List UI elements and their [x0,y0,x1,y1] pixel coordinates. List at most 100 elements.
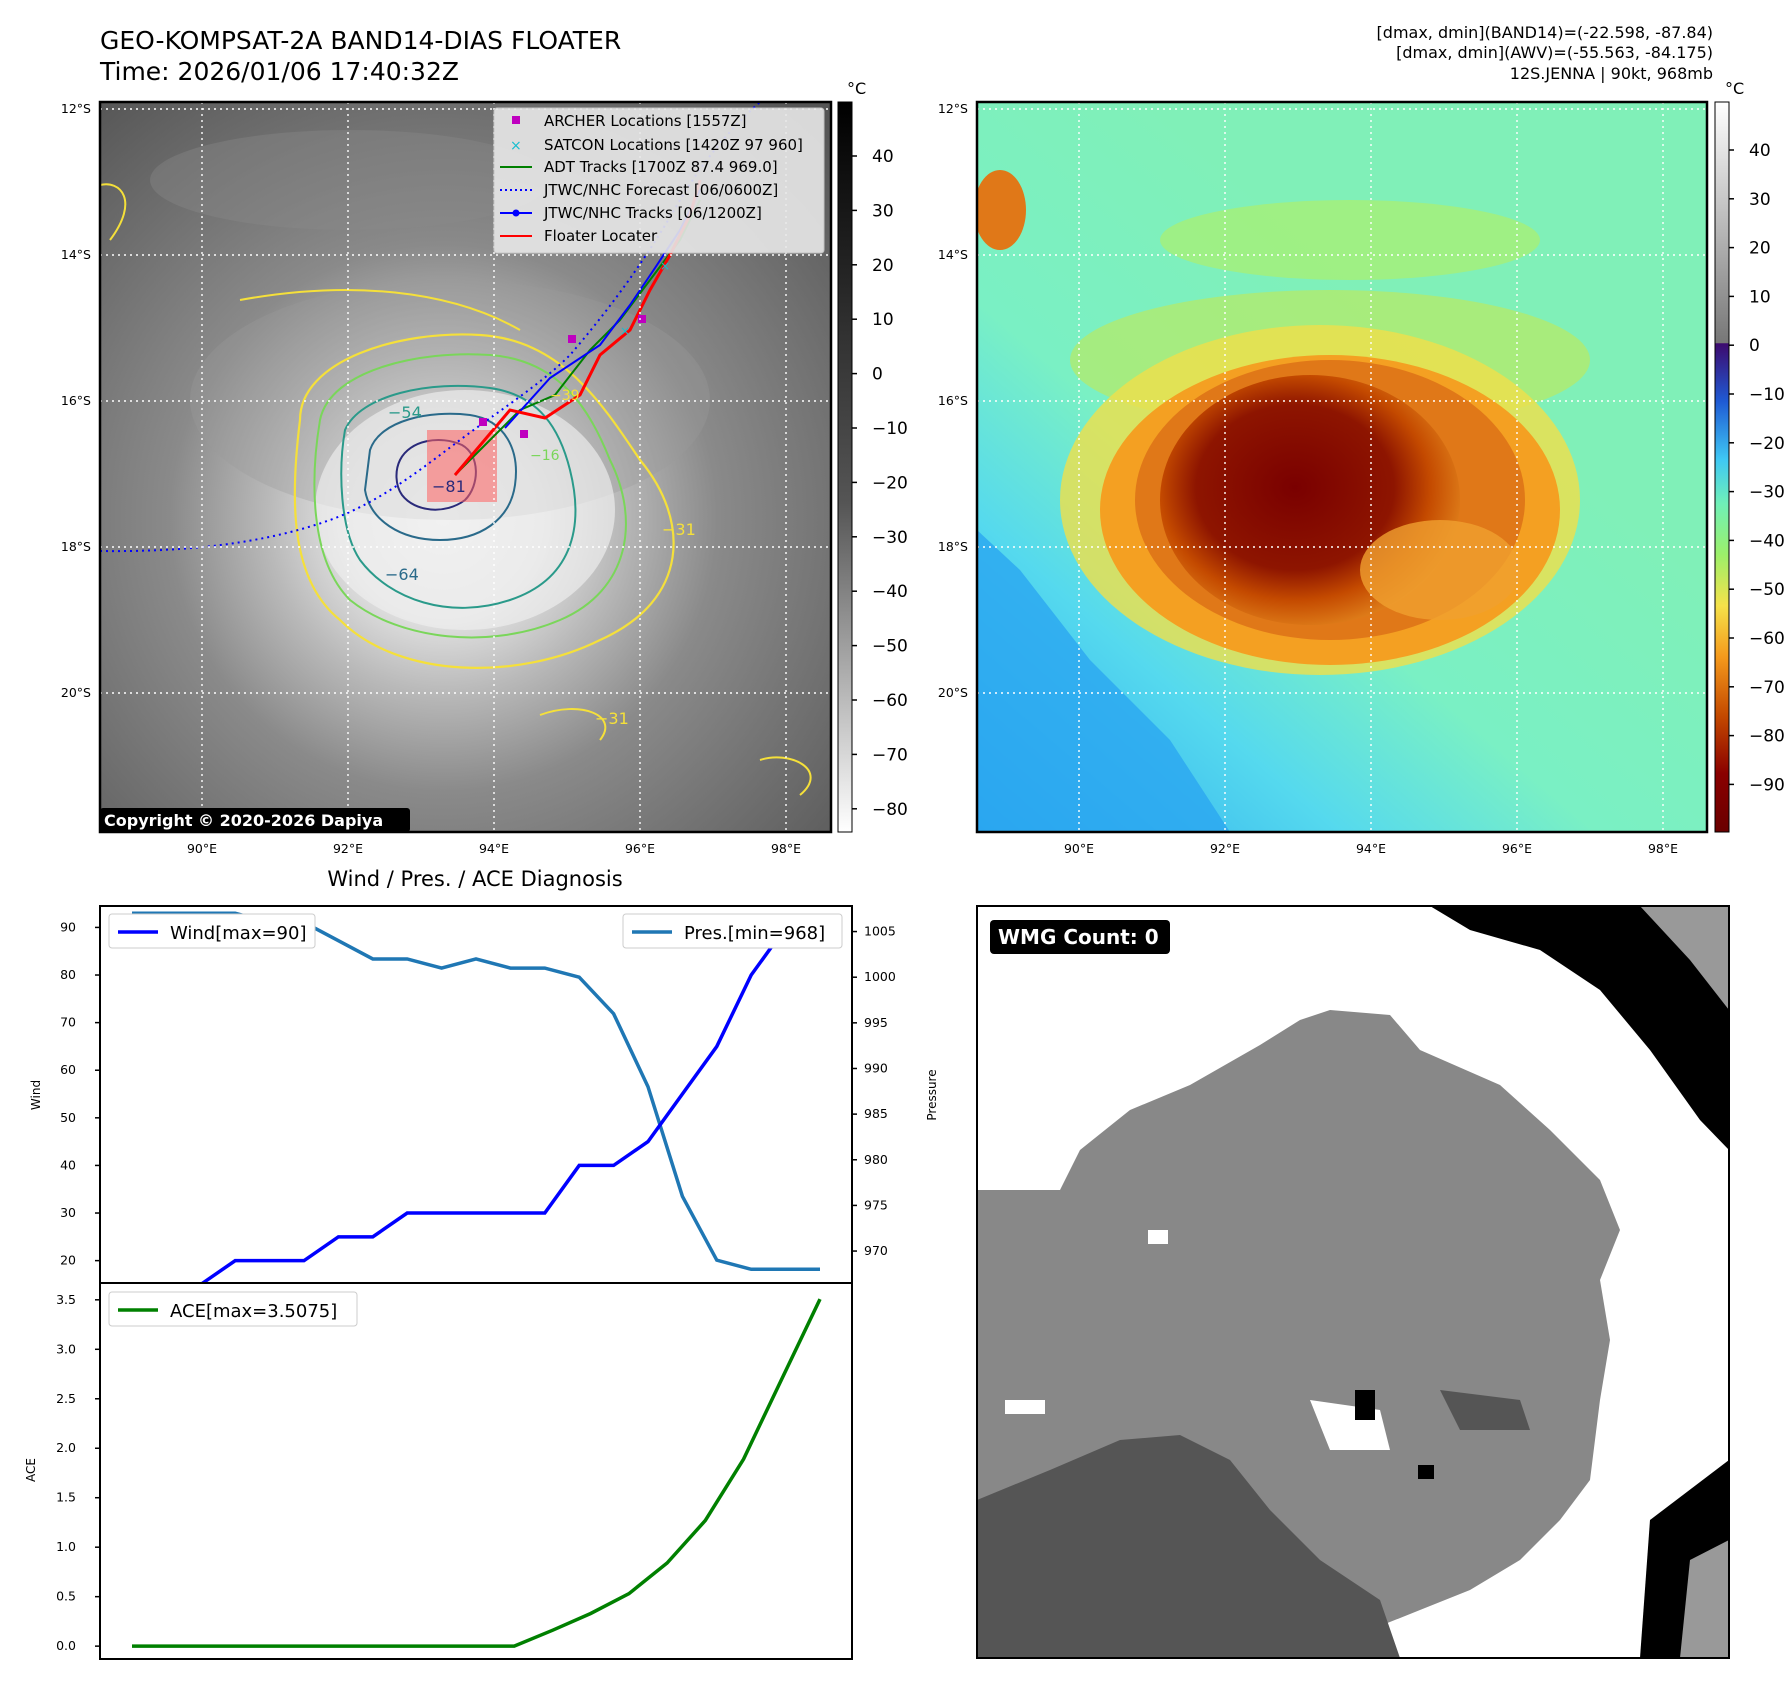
lon-tick: 92°E [1210,841,1240,856]
satcon-marker-icon: × [510,138,522,154]
colorbar-tick: 20 [872,256,894,276]
colorbar-tick: −40 [1749,531,1785,551]
wind-tick: 80 [60,967,76,982]
colorbar-tick: −20 [1749,434,1785,454]
pressure-tick: 990 [864,1060,888,1075]
contour-label: −39 [550,388,580,404]
colorbar-tick: −60 [1749,629,1785,649]
colorbar-tick: 10 [872,310,894,330]
lat-tick: 12°S [61,101,91,116]
legend-archer: ARCHER Locations [1557Z] [544,112,747,130]
ace-tick: 3.5 [56,1292,76,1307]
ir-satellite-panel: × × −54 −81 −64 −31 −31 −39 −16 [61,100,833,856]
archer-marker-icon [512,116,520,124]
pressure-tick: 1005 [864,924,896,939]
wmg-count-label: WMG Count: 0 [998,925,1159,949]
colorbar-tick: 30 [872,201,894,221]
pressure-axis-label: Pressure [925,1069,939,1120]
ace-tick: 0.5 [56,1589,76,1604]
lat-tick: 18°S [938,539,968,554]
lat-tick: 20°S [61,685,91,700]
colorbar-tick: 40 [872,147,894,167]
lat-tick: 16°S [938,393,968,408]
legend-tracks: JTWC/NHC Tracks [06/1200Z] [543,204,762,222]
diagnosis-title: Wind / Pres. / ACE Diagnosis [327,867,622,891]
pressure-tick: 980 [864,1152,888,1167]
lat-tick: 20°S [938,685,968,700]
contour-label: −16 [530,448,560,464]
chart-time: Time: 2026/01/06 17:40:32Z [100,57,459,86]
pressure-legend [622,913,843,949]
colorbar-tick: −70 [872,745,908,765]
wind-axis-label: Wind [29,1080,43,1110]
pressure-legend-label: Pres.[min=968] [684,923,825,944]
ace-legend [108,1291,358,1327]
ace-legend-label: ACE[max=3.5075] [170,1301,337,1322]
pressure-tick: 985 [864,1106,888,1121]
legend-adt: ADT Tracks [1700Z 87.4 969.0] [544,158,778,176]
colorbar-tick: 0 [872,365,883,385]
wind-tick: 70 [60,1015,76,1030]
lon-tick: 98°E [771,841,801,856]
contour-label: −64 [385,565,419,584]
wind-tick: 30 [60,1205,76,1220]
ir-legend: ARCHER Locations [1557Z] × SATCON Locati… [493,107,825,254]
pressure-tick: 995 [864,1015,888,1030]
ir-colorbar: °C 40 30 20 10 0 −10 −20 −30 −40 −50 −60 −70 −80 [837,79,908,833]
colorbar-tick: −10 [1749,385,1785,405]
ace-tick: 3.0 [56,1341,76,1356]
wind-tick: 90 [60,919,76,934]
colorbar-tick: −60 [872,691,908,711]
contour-label: −31 [595,709,629,728]
colorbar-tick: −30 [1749,483,1785,503]
color-colorbar: °C 40 30 20 10 0 −10 −20 −30 −40 −50 −60 −70 −80 −90 [1714,79,1785,833]
lon-tick: 96°E [1502,841,1532,856]
colorbar-tick: 40 [1749,141,1771,161]
lon-tick: 94°E [479,841,509,856]
colorbar-tick: −20 [872,473,908,493]
lon-tick: 92°E [333,841,363,856]
legend-forecast: JTWC/NHC Forecast [06/0600Z] [543,181,778,199]
colorbar-tick: −40 [872,582,908,602]
ace-tick: 1.5 [56,1490,76,1505]
lon-tick: 90°E [1064,841,1094,856]
lon-tick: 94°E [1356,841,1386,856]
colorbar-tick: 30 [1749,190,1771,210]
colorbar-tick: −70 [1749,678,1785,698]
lat-tick: 12°S [938,101,968,116]
ace-tick: 0.0 [56,1638,76,1653]
color-enhanced-panel: 12°S 14°S 16°S 18°S 20°S 90°E 92°E 94°E … [938,100,1709,856]
pressure-tick: 1000 [864,969,896,984]
wind-pressure-panel: 90 80 70 60 50 40 30 20 1005 1000 995 990 985 980 975… [29,905,939,1287]
colorbar-tick: 20 [1749,239,1771,259]
colorbar-tick: −50 [872,637,908,657]
wmg-panel: WMG Count: 0 [976,905,1730,1659]
info-storm: 12S.JENNA | 90kt, 968mb [1509,64,1713,83]
ace-axis-label: ACE [24,1458,38,1482]
color-colorbar-unit: °C [1725,79,1744,98]
svg-text:×: × [660,259,670,273]
info-awv: [dmax, dmin](AWV)=(-55.563, -84.175) [1396,43,1713,62]
ace-panel: 3.5 3.0 2.5 2.0 1.5 1.0 0.5 0.0 ACE ACE[max=3.5… [24,1282,853,1660]
colorbar-tick: −50 [1749,580,1785,600]
wind-legend-label: Wind[max=90] [170,923,307,944]
colorbar-tick: −80 [1749,727,1785,747]
wind-tick: 60 [60,1062,76,1077]
colorbar-tick: 10 [1749,287,1771,307]
info-band14: [dmax, dmin](BAND14)=(-22.598, -87.84) [1376,23,1713,42]
copyright-label: Copyright © 2020-2026 Dapiya [104,811,383,830]
lat-tick: 16°S [61,393,91,408]
ir-colorbar-unit: °C [847,79,866,98]
ace-series-line [132,1298,822,1648]
lon-tick: 90°E [187,841,217,856]
lon-tick: 96°E [625,841,655,856]
lat-tick: 18°S [61,539,91,554]
colorbar-tick: −90 [1749,775,1785,795]
svg-text:×: × [620,324,630,338]
lat-tick: 14°S [61,247,91,262]
wind-tick: 20 [60,1253,76,1268]
wind-tick: 50 [60,1110,76,1125]
colorbar-tick: −30 [872,528,908,548]
ace-tick: 2.5 [56,1391,76,1406]
